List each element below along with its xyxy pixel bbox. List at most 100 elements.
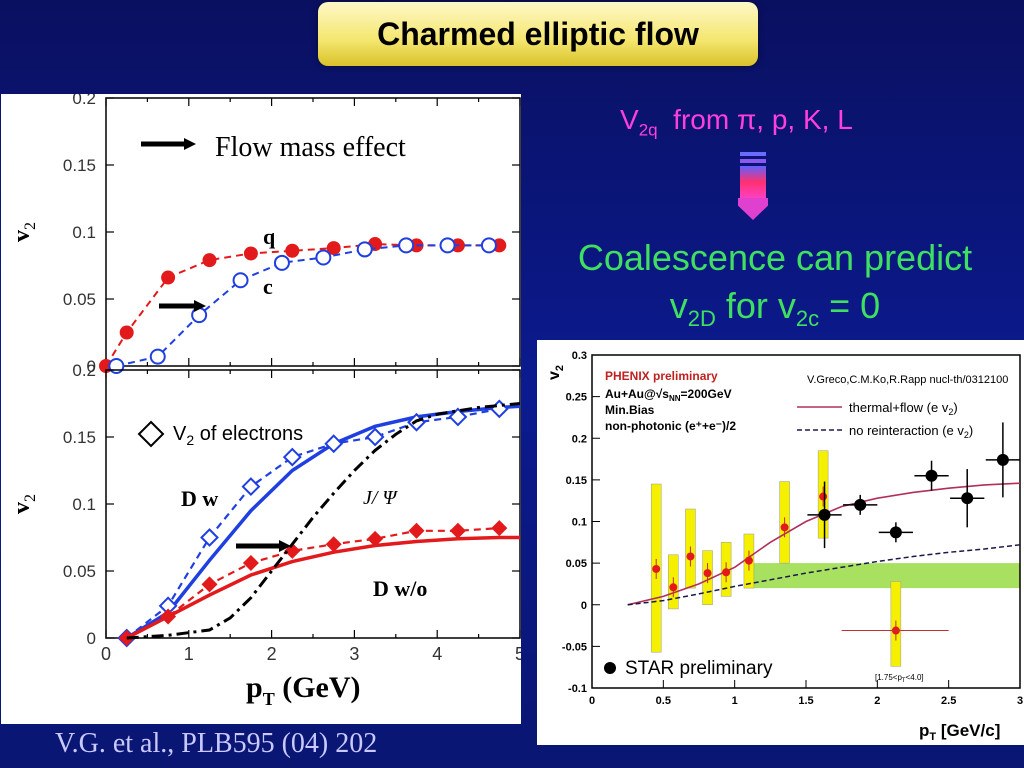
arrow-head — [279, 540, 291, 552]
coalescence-line1: Coalescence can predict — [577, 237, 973, 278]
v2q-sub: 2q — [638, 120, 658, 140]
data-point — [325, 536, 342, 553]
slide-title: Charmed elliptic flow — [377, 15, 699, 52]
left-figure-panel: 0 0.05 0.1 0.15 0.2 v2 q c Flow mass effect 0 0.0… — [1, 89, 525, 724]
phenix-title: PHENIX preliminary — [605, 369, 718, 383]
label-dwo: D w/o — [373, 576, 427, 601]
y-axis-label: v2 — [546, 365, 566, 380]
v2q-main: V — [620, 104, 639, 135]
series-label-q: q — [263, 224, 276, 249]
y-tick-label: -0.05 — [562, 641, 587, 653]
data-point — [449, 522, 466, 539]
y-tick-label: 0.15 — [63, 156, 96, 175]
y-tick-label: 0.1 — [72, 495, 96, 514]
coal-mid: for v — [715, 285, 796, 326]
y-tick-label: 0 — [581, 600, 587, 612]
phenix-point — [780, 523, 789, 532]
x-tick-label: 5 — [515, 644, 521, 664]
data-point — [356, 241, 373, 258]
y-tick-label: 0.1 — [572, 517, 587, 529]
star-legend-label: STAR preliminary — [625, 658, 773, 679]
top-plot: 0 0.05 0.1 0.15 0.2 v2 qc Flow mass effect — [9, 89, 521, 376]
right-figure-panel: -0.1 -0.05 0 0.05 0.1 0.15 0.2 0.25 0.3 0 0.5 1 1.5 2… — [537, 340, 1024, 745]
data-point — [243, 246, 258, 261]
data-point — [161, 270, 176, 285]
bottom-plot: 0 0.05 0.1 0.15 0.2 0 1 2 3 4 5 v2 D w D w/o J/ Ψ V2 of… — [9, 361, 525, 709]
v2q-text: V2q from π, p, K, L — [620, 104, 853, 141]
info-line-3: non-photonic (e⁺+e⁻)/2 — [605, 419, 736, 433]
coal-v: v — [669, 285, 688, 326]
data-point — [439, 237, 456, 254]
y-tick-label: 0.15 — [566, 475, 587, 487]
coal-sub2: 2c — [795, 306, 820, 332]
data-point — [149, 348, 166, 365]
data-point — [480, 237, 497, 254]
phenix-point — [652, 564, 661, 573]
star-point — [818, 508, 831, 521]
phenix-point — [819, 492, 828, 501]
no-reinteraction-curve — [627, 544, 1021, 606]
series-label-c: c — [263, 274, 273, 299]
data-point — [367, 530, 384, 547]
star-point — [925, 469, 938, 482]
x-axis-label: pT (GeV) — [246, 671, 361, 709]
y-tick-label: 0.2 — [72, 361, 96, 380]
y-tick-label: 0 — [87, 629, 96, 648]
phenix-point — [703, 569, 712, 578]
coal-sub1: 2D — [687, 306, 716, 332]
x-tick-label: 3 — [1017, 695, 1023, 707]
y-tick-label: 0 — [87, 357, 96, 376]
data-point — [489, 399, 509, 419]
legend-electrons: V2 of electrons — [173, 423, 303, 448]
x-tick-label: 1 — [184, 644, 194, 664]
data-point — [119, 325, 134, 340]
x-tick-label: 0 — [101, 644, 111, 664]
data-point — [241, 477, 261, 496]
data-point — [491, 520, 508, 537]
x-tick-label: 0 — [589, 695, 595, 707]
data-point — [200, 528, 219, 547]
data-point — [398, 237, 415, 254]
y-axis-label: v2 — [9, 222, 39, 242]
data-point — [201, 576, 218, 593]
arrow-head — [184, 138, 196, 150]
x-tick-label: 3 — [349, 644, 359, 664]
phenix-point — [722, 568, 731, 577]
y-tick-label: 0.2 — [72, 94, 96, 108]
annotation-flow-mass: Flow mass effect — [215, 132, 406, 163]
series-line-J- — [126, 402, 521, 640]
x-tick-label: 1 — [732, 695, 738, 707]
coalescence-line2: v2D for v2c = 0 — [540, 282, 1010, 343]
y-tick-label: 0.05 — [63, 290, 96, 309]
x-tick-label: 0.5 — [656, 695, 671, 707]
data-point — [273, 254, 290, 271]
data-point — [232, 272, 249, 289]
phenix-point — [686, 552, 695, 561]
coal-end: = 0 — [819, 285, 881, 326]
citation: V.G. et al., PLB595 (04) 202 — [55, 728, 378, 759]
series-line-D-w-electrons- — [126, 407, 500, 639]
data-point — [160, 608, 177, 625]
phenix-point — [744, 556, 753, 565]
star-point — [996, 453, 1009, 466]
legend-noreint: no reinteraction (e v2) — [849, 423, 973, 440]
x-axis-label: pT [GeV/c] — [919, 721, 1000, 743]
y-tick-label: -0.1 — [568, 683, 587, 695]
arrow-head — [194, 300, 206, 312]
info-line-2: Min.Bias — [605, 403, 655, 417]
data-point — [365, 427, 385, 447]
range-note: [1.75<pT<4.0] — [875, 673, 924, 684]
y-tick-label: 0.1 — [72, 223, 96, 242]
x-tick-label: 2 — [874, 695, 880, 707]
data-point — [202, 253, 217, 268]
y-tick-label: 0.15 — [63, 428, 96, 447]
data-point — [242, 554, 259, 571]
y-tick-label: 0.3 — [572, 350, 587, 362]
coalescence-text: Coalescence can predict v2D for v2c = 0 — [540, 234, 1010, 343]
info-line-1: Au+Au@√sNN=200GeV — [605, 387, 732, 403]
data-point — [282, 447, 302, 467]
data-point — [324, 434, 344, 454]
label-jpsi: J/ Ψ — [363, 487, 398, 509]
right-plot: -0.1 -0.05 0 0.05 0.1 0.15 0.2 0.25 0.3 0 0.5 1 1.5 2… — [546, 350, 1023, 743]
